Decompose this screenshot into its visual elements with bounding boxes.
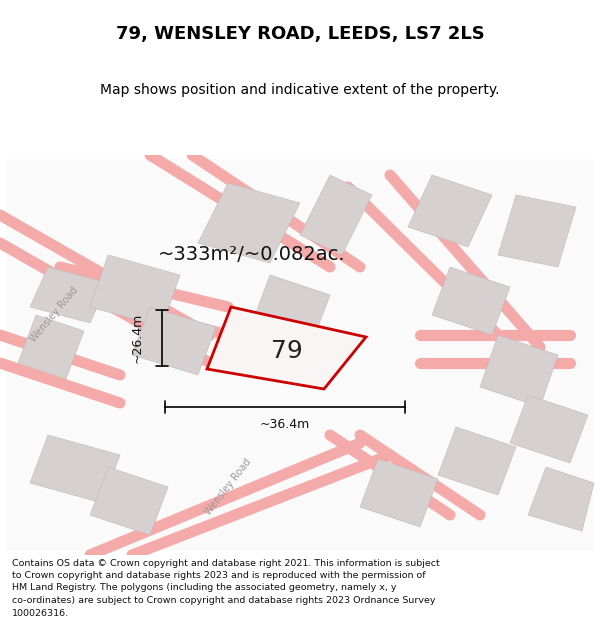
Text: Contains OS data © Crown copyright and database right 2021. This information is : Contains OS data © Crown copyright and d… bbox=[12, 559, 440, 618]
Polygon shape bbox=[510, 395, 588, 463]
Polygon shape bbox=[198, 183, 300, 263]
Polygon shape bbox=[18, 315, 84, 379]
Text: ~36.4m: ~36.4m bbox=[260, 419, 310, 431]
Polygon shape bbox=[30, 435, 120, 503]
Polygon shape bbox=[30, 267, 108, 323]
Polygon shape bbox=[528, 467, 594, 531]
Polygon shape bbox=[438, 427, 516, 495]
Polygon shape bbox=[300, 175, 372, 255]
Polygon shape bbox=[408, 175, 492, 247]
Text: 79: 79 bbox=[271, 339, 302, 363]
Polygon shape bbox=[498, 195, 576, 267]
Polygon shape bbox=[207, 307, 366, 389]
Text: Wensley Road: Wensley Road bbox=[28, 286, 80, 344]
Text: ~333m²/~0.082ac.: ~333m²/~0.082ac. bbox=[158, 246, 346, 264]
Text: Wensley Road: Wensley Road bbox=[203, 457, 253, 517]
Text: 79, WENSLEY ROAD, LEEDS, LS7 2LS: 79, WENSLEY ROAD, LEEDS, LS7 2LS bbox=[116, 25, 484, 43]
Text: ~26.4m: ~26.4m bbox=[131, 313, 144, 363]
Text: Map shows position and indicative extent of the property.: Map shows position and indicative extent… bbox=[100, 83, 500, 97]
Polygon shape bbox=[90, 467, 168, 535]
Polygon shape bbox=[90, 255, 180, 327]
Polygon shape bbox=[480, 335, 558, 407]
Polygon shape bbox=[432, 267, 510, 335]
Polygon shape bbox=[360, 459, 438, 527]
Polygon shape bbox=[252, 275, 330, 343]
Polygon shape bbox=[132, 307, 216, 375]
